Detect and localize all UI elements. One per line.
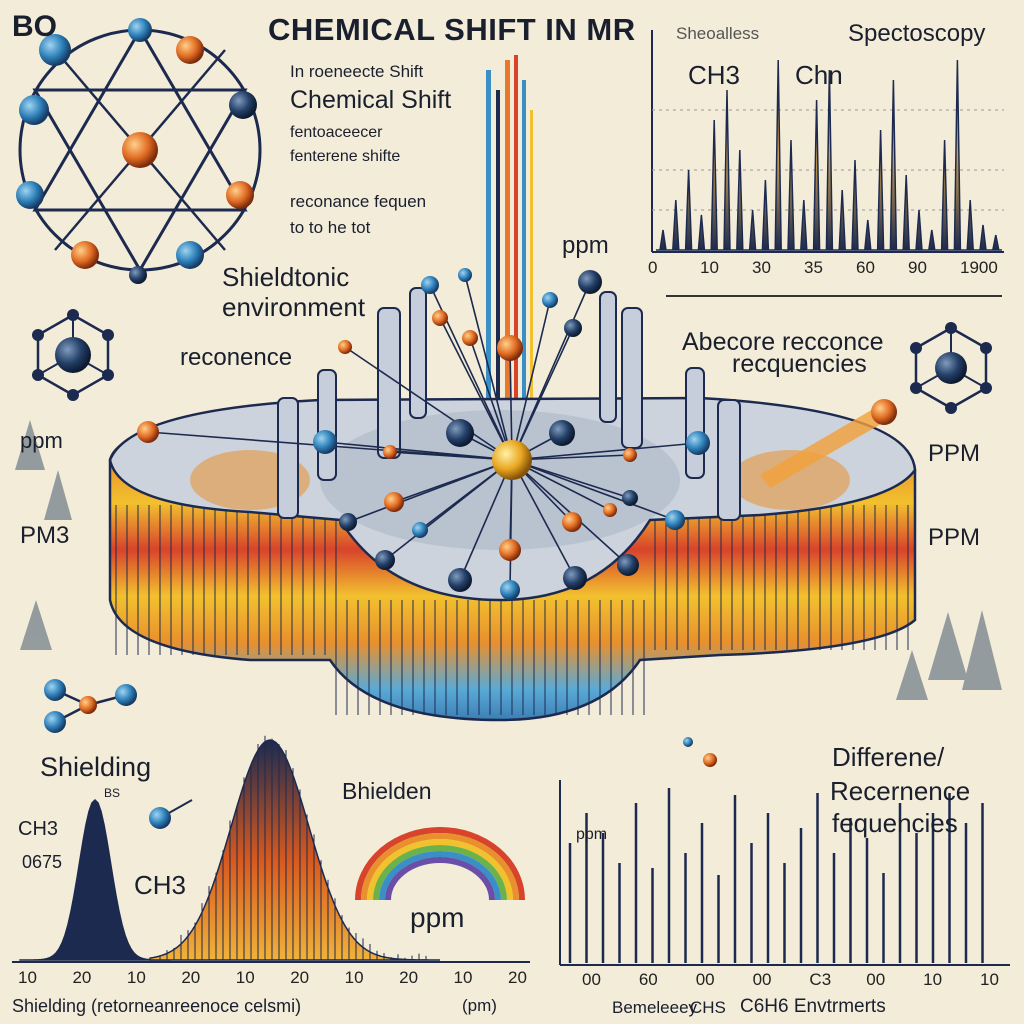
ppm-label-left: ppm — [20, 428, 63, 454]
number-label: 0675 — [22, 852, 62, 873]
ppm-label-right-2: PPM — [928, 524, 980, 552]
ppm-label-right: PPM — [928, 440, 980, 468]
x-tick-label: 10 — [454, 968, 473, 988]
x-tick-label: 35 — [804, 258, 823, 278]
x-tick-label: 0 — [648, 258, 657, 278]
ppm-rainbow-label: ppm — [410, 902, 464, 934]
ch3-label: CH3 — [134, 870, 186, 901]
bottom-left-x-axis-label: Shielding (retorneanreenoce celsmi) — [12, 996, 301, 1017]
bs-label: BS — [104, 786, 120, 800]
spectroscopy-label: Spectoscopy — [848, 20, 985, 48]
x-tick-label: 90 — [908, 258, 927, 278]
x-tick-label: 10 — [18, 968, 37, 988]
corner-label: BO — [12, 10, 57, 44]
x-tick-label: 10 — [345, 968, 364, 988]
x-tick-label: C3 — [809, 970, 831, 990]
shielding-label: Shielding — [40, 752, 151, 783]
shielding-environment-label-1: Shieldtonic — [222, 262, 349, 293]
x-tick-label: 20 — [72, 968, 91, 988]
atom-ring-diagram — [16, 18, 260, 284]
bottom-left-x-axis-unit: (pm) — [462, 996, 497, 1016]
resonance-label: reconence — [180, 344, 292, 372]
x-tick-label: 00 — [753, 970, 772, 990]
center-text-line1: In roeneecte Shift — [290, 62, 423, 82]
center-text-line3: fentoaceecer — [290, 124, 383, 142]
difference-label-2: Recernence — [830, 776, 970, 807]
x-tick-label: 20 — [290, 968, 309, 988]
x-tick-label: 60 — [639, 970, 658, 990]
center-text-line6: to to he tot — [290, 218, 370, 238]
ch3-small-label: CH3 — [18, 818, 58, 841]
bottom-right-x-axis-label-2: C6H6 Envtrmerts — [740, 996, 886, 1018]
center-text-line4: fenterene shifte — [290, 148, 400, 166]
center-text-line5: reconance fequen — [290, 192, 426, 212]
x-tick-label: 10 — [236, 968, 255, 988]
x-tick-label: 10 — [127, 968, 146, 988]
resonance-right-label-2: recquencies — [732, 350, 867, 379]
x-tick-label: 10 — [980, 970, 999, 990]
x-tick-label: 10 — [700, 258, 719, 278]
ppm-small-label: ppm — [576, 826, 607, 844]
top-chart-peak-label-2: Chn — [795, 60, 843, 91]
top-chart-peak-label-1: CH3 — [688, 60, 740, 91]
x-tick-label: 60 — [856, 258, 875, 278]
x-tick-label: 00 — [582, 970, 601, 990]
x-tick-label: 30 — [752, 258, 771, 278]
difference-label-3: fequencies — [832, 808, 958, 839]
hexagon-molecule-right — [910, 322, 992, 414]
ppm-label-top: ppm — [562, 232, 609, 260]
x-tick-label: 20 — [399, 968, 418, 988]
bottom-right-x-axis-label-1: Bemeleeey — [612, 998, 697, 1018]
x-tick-label: 00 — [696, 970, 715, 990]
bhielden-label: Bhielden — [342, 778, 432, 805]
spectroscopy-prefix: Sheoalless — [676, 24, 759, 44]
page-title: CHEMICAL SHIFT IN MR — [268, 12, 636, 48]
bottom-right-x-axis-label-mid: CHS — [690, 998, 726, 1018]
x-tick-label: 20 — [508, 968, 527, 988]
x-tick-label: 10 — [923, 970, 942, 990]
x-tick-label: 20 — [181, 968, 200, 988]
difference-label-1: Differene/ — [832, 742, 944, 773]
shielding-environment-label-2: environment — [222, 292, 365, 323]
hexagon-molecule-left — [32, 309, 114, 401]
center-text-line2: Chemical Shift — [290, 86, 451, 115]
x-tick-label: 1900 — [960, 258, 998, 278]
pm3-label: PM3 — [20, 522, 69, 550]
rainbow-arc — [358, 830, 522, 900]
x-tick-label: 00 — [866, 970, 885, 990]
